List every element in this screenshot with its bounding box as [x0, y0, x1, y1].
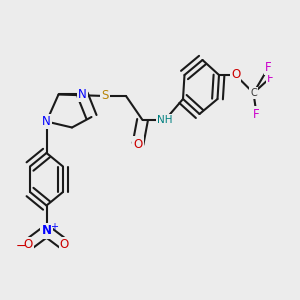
Text: F: F	[265, 61, 272, 74]
Text: +: +	[50, 222, 58, 233]
Text: O: O	[24, 238, 33, 251]
Text: N: N	[41, 224, 52, 238]
Text: O: O	[60, 238, 69, 251]
Text: −: −	[16, 239, 26, 253]
Text: O: O	[231, 68, 240, 82]
Text: S: S	[101, 89, 109, 103]
Text: NH: NH	[157, 115, 173, 125]
Text: N: N	[78, 88, 87, 101]
Text: N: N	[42, 115, 51, 128]
Text: C: C	[250, 88, 257, 98]
Text: O: O	[134, 137, 142, 151]
Text: F: F	[253, 107, 260, 121]
Text: F: F	[267, 71, 273, 85]
